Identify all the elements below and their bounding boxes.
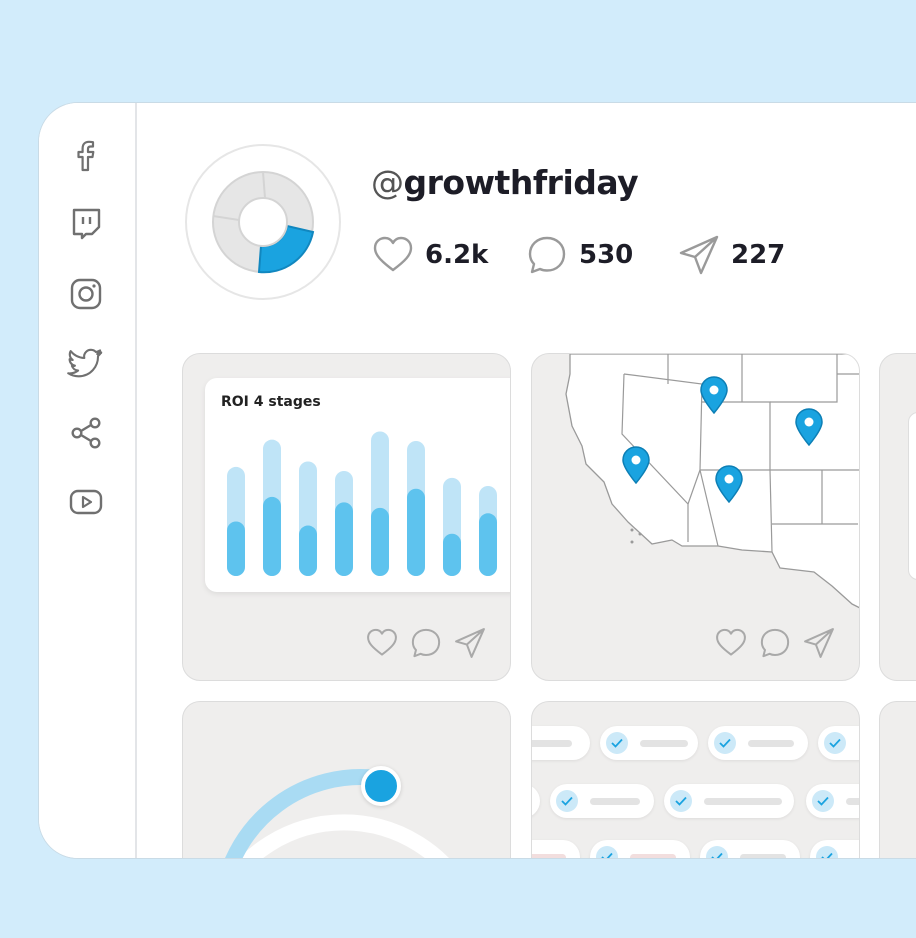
check-icon	[812, 790, 834, 812]
shares-stat: 227	[677, 233, 785, 277]
map-pin-icon[interactable]	[621, 446, 651, 484]
facebook-icon[interactable]	[67, 137, 105, 175]
task-pill[interactable]	[810, 840, 859, 858]
task-pill[interactable]	[532, 726, 590, 760]
comment-icon[interactable]	[409, 626, 443, 660]
chart-title: ROI 4 stages	[221, 394, 321, 410]
comment-icon	[528, 236, 566, 274]
bar-stage-4	[335, 502, 353, 576]
map-card[interactable]	[531, 353, 860, 681]
task-placeholder	[532, 854, 566, 858]
check-icon	[556, 790, 578, 812]
map-pin-icon[interactable]	[794, 408, 824, 446]
handle-at-sign: @	[371, 163, 404, 202]
send-icon[interactable]	[453, 626, 487, 660]
check-icon	[596, 846, 618, 858]
bar-stage-7	[443, 533, 461, 576]
comment-icon[interactable]	[758, 626, 792, 660]
likes-stat: 6.2k	[371, 233, 488, 277]
check-icon	[670, 790, 692, 812]
us-map	[565, 354, 859, 609]
profile-avatar-donut	[185, 144, 341, 300]
comments-stat: 530	[525, 233, 633, 277]
tasks-card[interactable]	[531, 701, 860, 858]
gauge-handle[interactable]	[361, 766, 401, 806]
check-icon	[824, 732, 846, 754]
task-placeholder	[630, 854, 676, 858]
task-pill[interactable]	[664, 784, 794, 818]
comments-count: 530	[579, 240, 634, 270]
task-pill[interactable]	[806, 784, 859, 818]
share-icon[interactable]	[67, 414, 105, 452]
twitch-icon[interactable]	[67, 205, 105, 243]
task-placeholder	[704, 798, 782, 805]
bar-stage-3	[299, 525, 317, 576]
instagram-icon[interactable]	[67, 275, 105, 313]
map-pin-icon[interactable]	[714, 465, 744, 503]
task-pill[interactable]	[818, 726, 859, 760]
map-pin-icon[interactable]	[699, 376, 729, 414]
youtube-icon[interactable]	[67, 483, 105, 521]
likes-count: 6.2k	[425, 240, 489, 270]
card-actions	[365, 626, 487, 660]
task-placeholder	[640, 740, 688, 747]
heart-icon	[373, 236, 413, 272]
partial-card-right[interactable]	[879, 353, 916, 681]
social-sidebar	[39, 103, 137, 858]
task-placeholder	[740, 854, 786, 858]
task-pill[interactable]	[700, 840, 800, 858]
gauge-card[interactable]	[182, 701, 511, 858]
partial-card-panel	[908, 412, 916, 580]
check-icon	[606, 732, 628, 754]
roi-chart-panel: ROI 4 stages	[205, 378, 510, 592]
check-icon	[714, 732, 736, 754]
twitter-icon[interactable]	[67, 344, 105, 382]
bar-stage-8	[479, 513, 497, 576]
shares-count: 227	[731, 240, 786, 270]
task-placeholder	[590, 798, 640, 805]
task-placeholder	[748, 740, 794, 747]
task-pill[interactable]	[532, 784, 540, 818]
bar-stage-5	[371, 507, 389, 576]
task-pill[interactable]	[550, 784, 654, 818]
check-icon	[706, 846, 728, 858]
roi-chart-card[interactable]: ROI 4 stages	[182, 353, 511, 681]
bar-stage-1	[227, 521, 245, 576]
roi-bar-chart	[227, 431, 497, 576]
progress-gauge	[225, 769, 449, 858]
task-placeholder	[532, 740, 572, 747]
send-icon	[679, 235, 719, 275]
heart-icon[interactable]	[714, 626, 748, 660]
profile-handle: @growthfriday	[371, 163, 639, 202]
handle-name: growthfriday	[403, 163, 639, 202]
send-icon[interactable]	[802, 626, 836, 660]
task-pill[interactable]	[708, 726, 808, 760]
partial-card-right-bottom[interactable]	[879, 701, 916, 858]
bar-stage-2	[263, 496, 281, 576]
app-window: @growthfriday 6.2k 530 227 ROI 4 stages	[38, 102, 916, 859]
task-pill[interactable]	[532, 840, 580, 858]
card-actions	[714, 626, 836, 660]
check-icon	[816, 846, 838, 858]
task-pill[interactable]	[600, 726, 698, 760]
heart-icon[interactable]	[365, 626, 399, 660]
bar-stage-6	[407, 488, 425, 576]
task-placeholder	[846, 798, 859, 805]
task-pill[interactable]	[590, 840, 690, 858]
